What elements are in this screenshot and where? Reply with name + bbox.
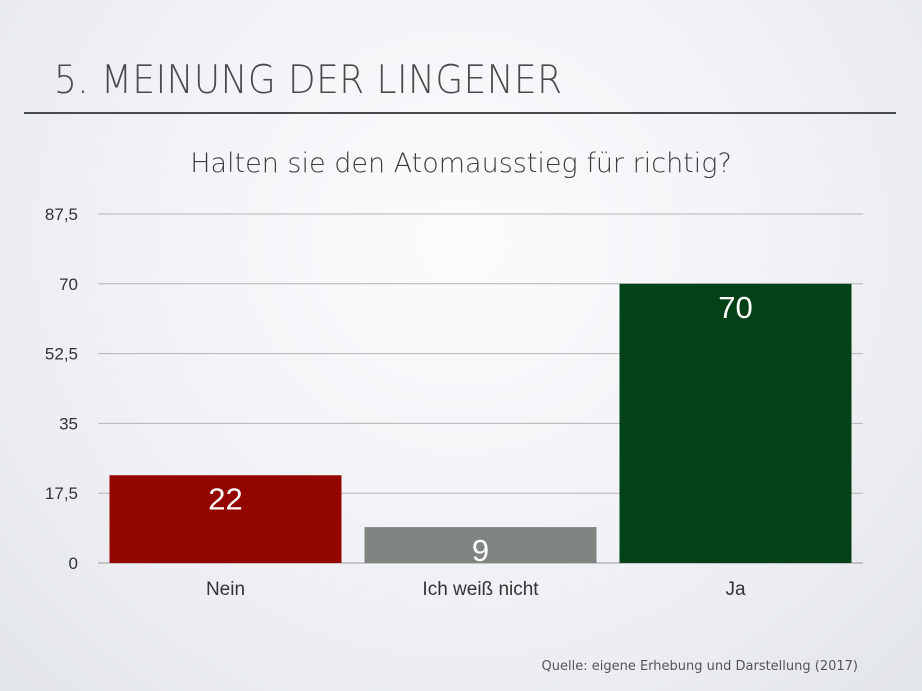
x-tick-label: Ja (725, 579, 746, 600)
y-tick-label: 52,5 (45, 345, 78, 364)
data-label: 22 (208, 481, 242, 516)
slide-title: 5. MEINUNG DER LINGENER (54, 58, 563, 103)
y-tick-label: 0 (69, 554, 78, 573)
y-tick-labels: 0 17,5 35 52,5 70 87,5 (45, 205, 78, 573)
bar (619, 283, 852, 563)
bars (109, 283, 852, 563)
data-label: 70 (718, 290, 752, 325)
y-tick-label: 17,5 (45, 484, 78, 503)
source-note: Quelle: eigene Erhebung und Darstellung … (541, 659, 858, 674)
data-label: 9 (472, 533, 489, 568)
bar (364, 527, 597, 563)
data-labels: 22 9 70 (208, 290, 752, 568)
y-tick-label: 87,5 (45, 205, 78, 224)
x-tick-label: Nein (206, 579, 245, 600)
y-tick-label: 35 (59, 414, 78, 433)
bar (109, 475, 342, 563)
y-tick-label: 70 (59, 275, 78, 294)
title-divider (24, 112, 896, 114)
x-tick-labels: Nein Ich weiß nicht Ja (206, 579, 746, 600)
x-tick-label: Ich weiß nicht (422, 579, 539, 600)
chart-title: Halten sie den Atomausstieg für richtig? (190, 148, 732, 179)
